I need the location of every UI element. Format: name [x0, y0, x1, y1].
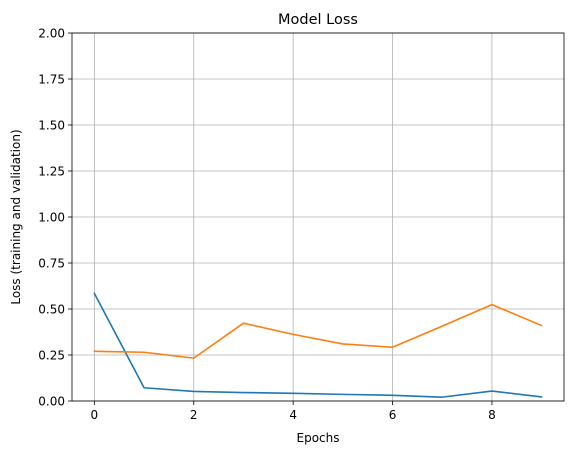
y-tick-label: 1.75: [38, 72, 65, 86]
axis-ticks: 0 2 4 6 8 0.00 0.25 0.50 0.75 1.00 1.25 1.50 1.75 2.0…: [38, 26, 495, 422]
y-tick-label: 0.00: [38, 394, 65, 408]
x-tick-label: 2: [190, 408, 198, 422]
y-axis-label: Loss (training and validation): [9, 129, 23, 304]
y-tick-label: 0.50: [38, 302, 65, 316]
y-tick-label: 2.00: [38, 26, 65, 40]
y-tick-label: 1.25: [38, 164, 65, 178]
y-tick-label: 1.00: [38, 210, 65, 224]
chart-title: Model Loss: [278, 12, 358, 28]
y-tick-label: 0.75: [38, 256, 65, 270]
series-layer: [93, 292, 543, 398]
series-line-1: [93, 292, 543, 398]
x-tick-label: 6: [389, 408, 397, 422]
y-tick-label: 0.25: [38, 348, 65, 362]
x-axis-label: Epochs: [297, 431, 340, 445]
x-tick-label: 4: [289, 408, 297, 422]
x-tick-label: 8: [488, 408, 496, 422]
series-line-2: [93, 303, 543, 359]
y-tick-label: 1.50: [38, 118, 65, 132]
x-tick-label: 0: [91, 408, 99, 422]
